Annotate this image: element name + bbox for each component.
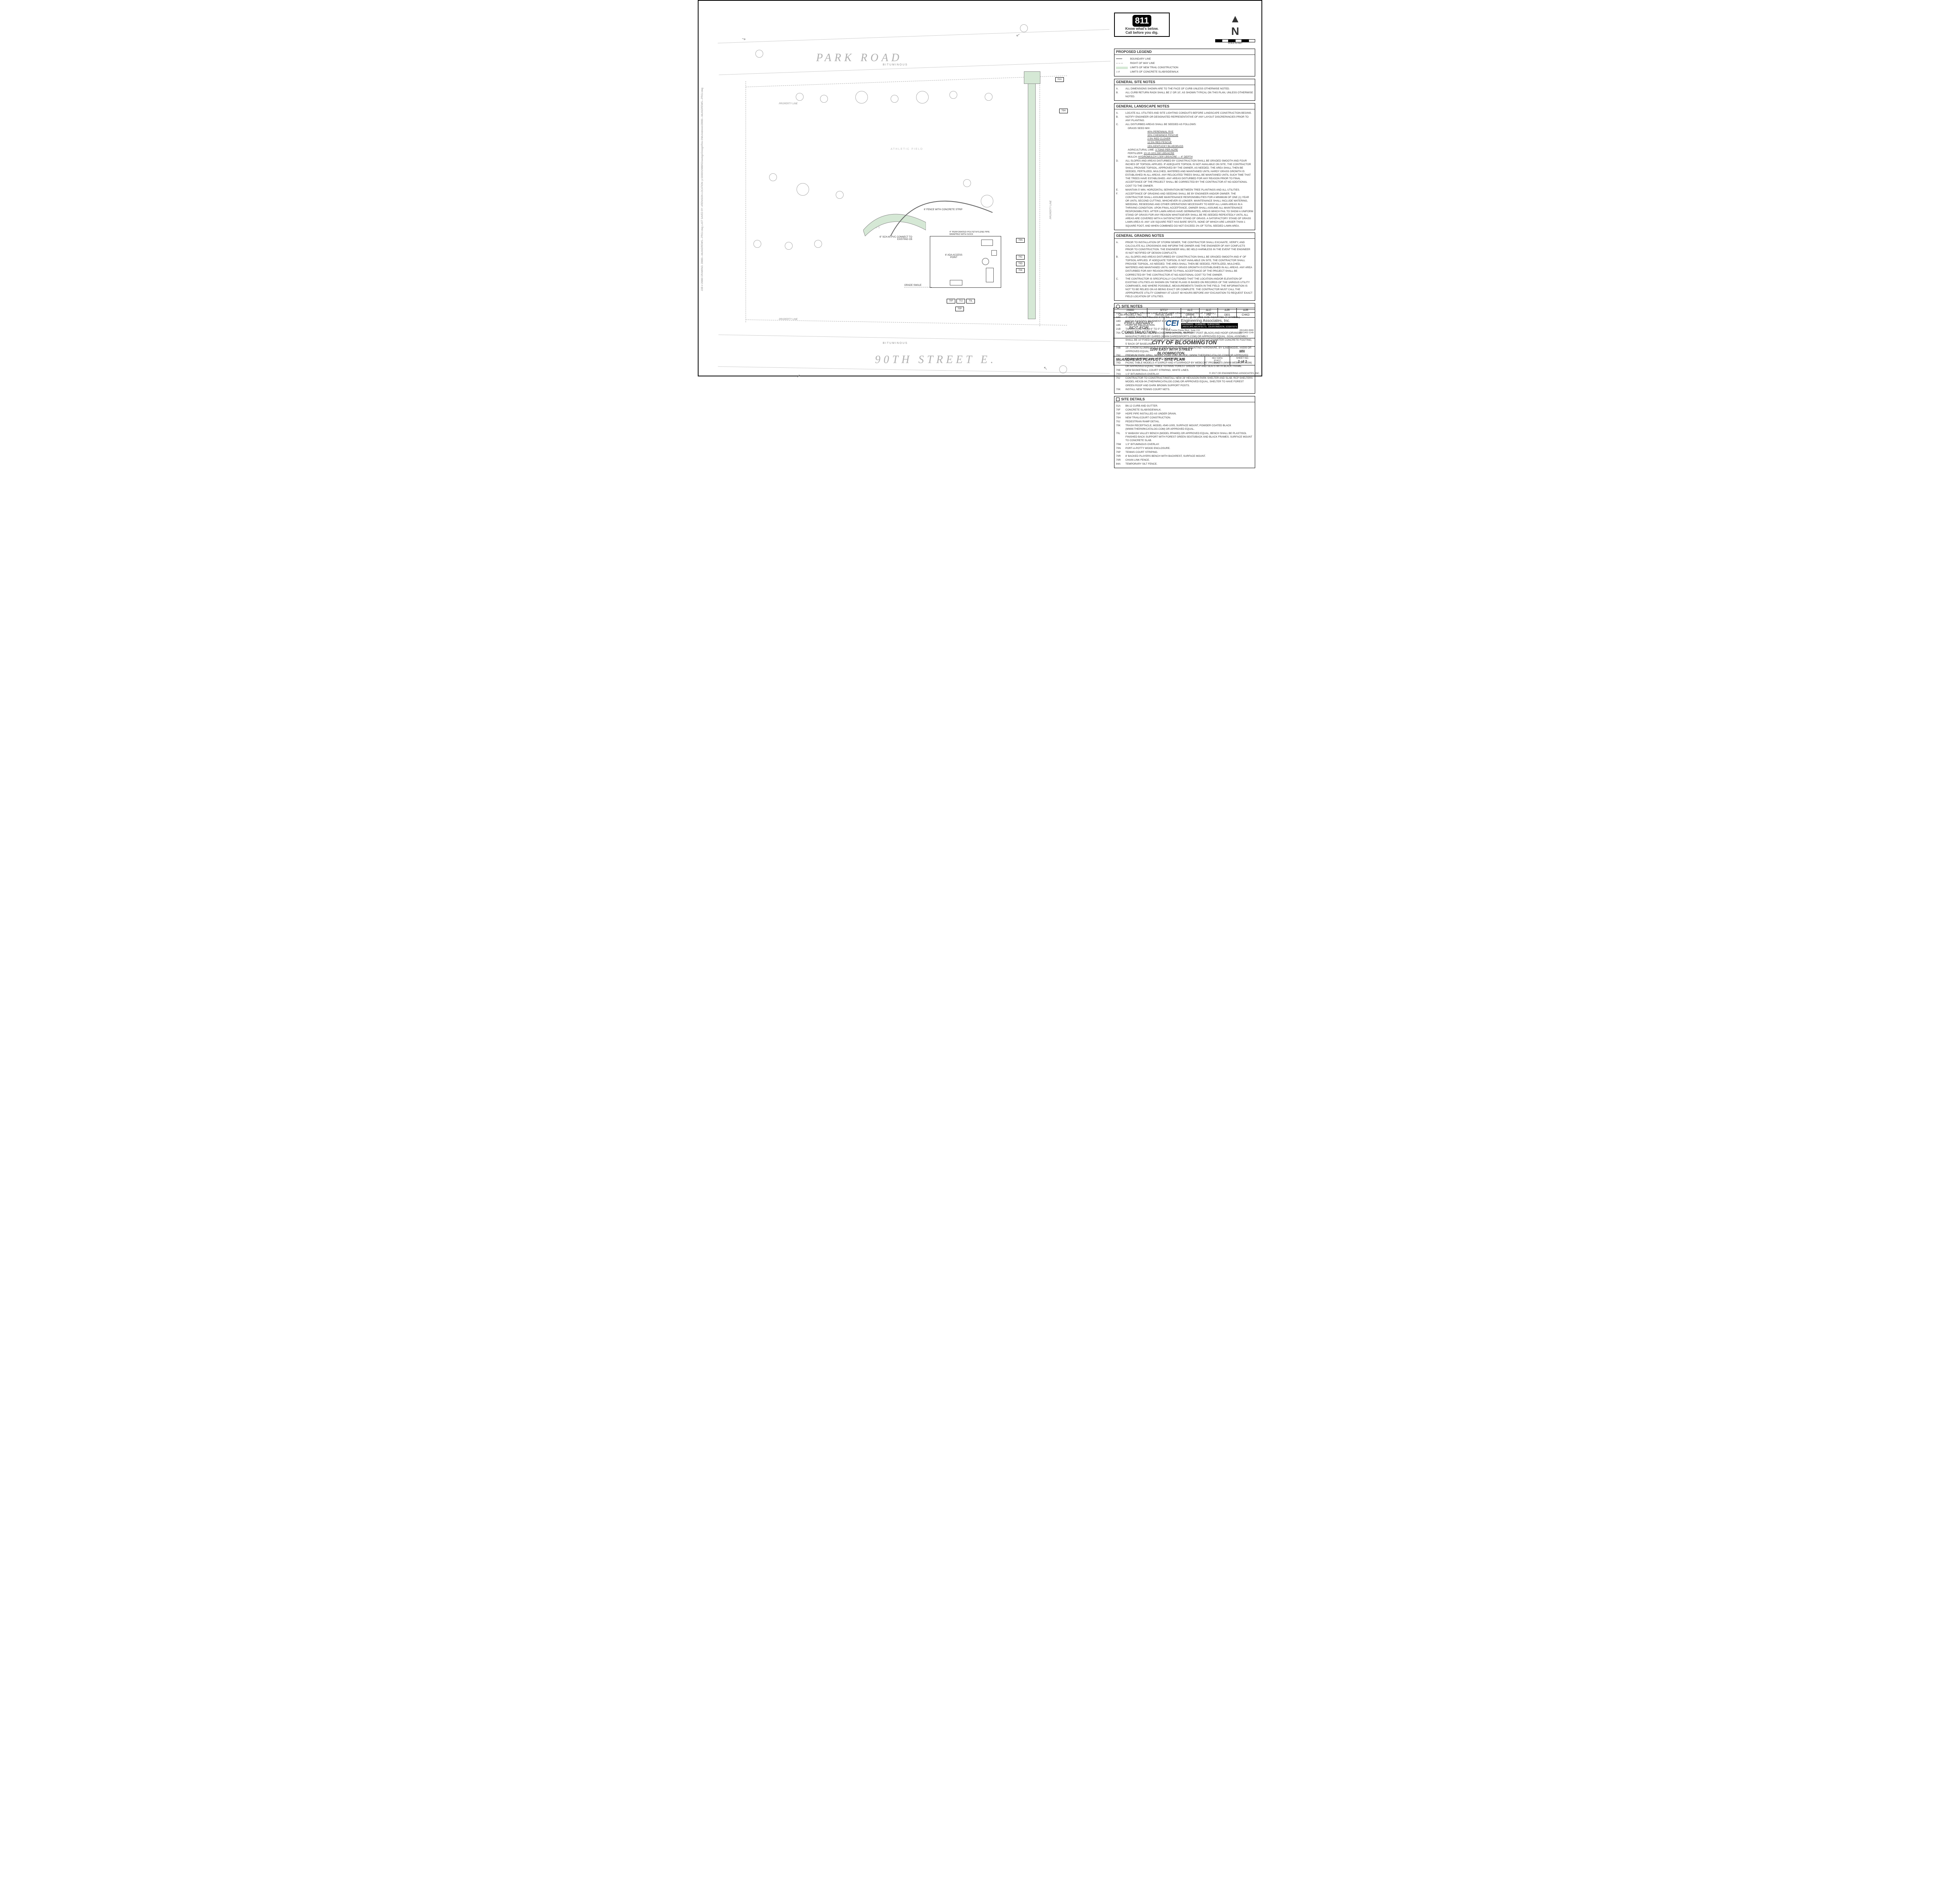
notes-panel: 811 Know what's below. Call before you d…: [1114, 13, 1255, 365]
tree-icon: [820, 95, 828, 103]
fixture-icon: [991, 250, 997, 256]
call-811-icon: 811: [1132, 15, 1151, 27]
callout-tag: 70C: [1016, 255, 1025, 260]
athletic-label: ATHLETIC FIELD: [891, 148, 923, 151]
general-grading-notes: GENERAL GRADING NOTES A.PRIOR TO INSTALL…: [1114, 233, 1255, 301]
tree-icon: [855, 91, 868, 104]
fence-arc-icon: [887, 189, 996, 244]
arrow-icon: ↘: [740, 35, 747, 42]
callout-tag: 70J: [956, 299, 965, 303]
callout-tag: 70D: [1016, 262, 1025, 266]
tree-icon: [796, 93, 804, 101]
swale-label: GRADE SWALE: [904, 284, 922, 287]
fixture-icon: [950, 280, 962, 285]
general-site-notes: GENERAL SITE NOTES A.ALL DIMENSIONS SHOW…: [1114, 79, 1255, 100]
prop-line-label-2: PROPERTY LINE: [779, 318, 798, 321]
tree-icon: [814, 240, 822, 248]
tree-icon: [755, 50, 763, 58]
tree-icon: [916, 91, 929, 104]
callout-tag: 70H: [1059, 109, 1068, 113]
callout-tag: 70N: [1016, 238, 1025, 243]
prop-line-n: [746, 76, 1067, 87]
trail-path: [1028, 83, 1036, 319]
park-road-band: [718, 29, 1111, 75]
shelter-building: 6' ADA ACCESS POINT: [930, 236, 1001, 288]
prop-line-label-1: PROPERTY LINE: [779, 103, 798, 105]
callout-tag: 70L: [966, 299, 975, 303]
tree-icon: [797, 183, 809, 196]
scale-bar-icon: [1215, 39, 1255, 42]
cei-logo-icon: CEI: [1165, 319, 1178, 328]
preliminary-stamp: PRELIMINARY NOT FOR CONSTRUCTION: [1114, 318, 1164, 338]
perf-label: 4" PERFORATED POLYETHYLENE PIPE WRAPPED …: [949, 231, 993, 236]
tree-icon: [963, 179, 971, 187]
tree-icon: [1020, 24, 1028, 32]
tree-icon: [836, 191, 844, 199]
fence-label: 6' FENCE WITH CONCRETE STRIP: [924, 209, 962, 211]
tree-icon: [985, 93, 993, 101]
tree-icon: [769, 173, 777, 181]
tree-icon: [785, 242, 793, 250]
filepath-text: JOB # 29880 DRAWING: 29880—McANDREWS—PRO…: [701, 88, 704, 291]
tree-icon: [949, 91, 957, 99]
fixture-icon: [986, 268, 994, 282]
arrow-icon: ↗: [797, 373, 800, 379]
north-arrow: ▲N SCALE IN FEET: [1215, 13, 1255, 45]
site-plan: PARK ROAD BITUMINOUS 90TH STREET E. BITU…: [718, 13, 1110, 365]
tree-icon: [753, 240, 761, 248]
fixture-icon: [981, 240, 993, 246]
90th-band: [718, 334, 1110, 373]
fixture-icon: [982, 258, 989, 265]
general-landscape-notes: GENERAL LANDSCAPE NOTES A.LOCATE ALL UTI…: [1114, 103, 1255, 230]
call-811-box: 811 Know what's below. Call before you d…: [1114, 13, 1170, 37]
proposed-legend: PROPOSED LEGEND ━━━━BOUNDARY LINE ─ ─ ─R…: [1114, 49, 1255, 76]
tree-icon: [1059, 365, 1067, 373]
pvc-label: 6" SCH.40 PVC CONNECT TO EXISTING CB: [873, 236, 912, 241]
callout-tag: 70P: [955, 307, 964, 311]
tree-icon: [891, 95, 898, 103]
callout-tag: 70K: [1016, 268, 1025, 273]
site-details: SITE DETAILS 01AB6-12 CURB AND GUTTER.70…: [1114, 396, 1255, 469]
title-block: 29880 3/7/17 ALC ALC AJR AJR CEI PROJECT…: [1113, 308, 1255, 365]
trail-junction: [1024, 71, 1040, 84]
prop-line-label-3: PROPERTY LINE: [1050, 200, 1052, 219]
callout-tag: 70F: [947, 299, 955, 303]
copyright-text: © 2017 CEI ENGINEERING ASSOCIATES, INC.: [1209, 372, 1260, 375]
callout-tag: 01A: [1055, 77, 1064, 82]
ada-label: 6' ADA ACCESS POINT: [942, 254, 965, 259]
arrow-icon: ↖: [1044, 365, 1047, 371]
